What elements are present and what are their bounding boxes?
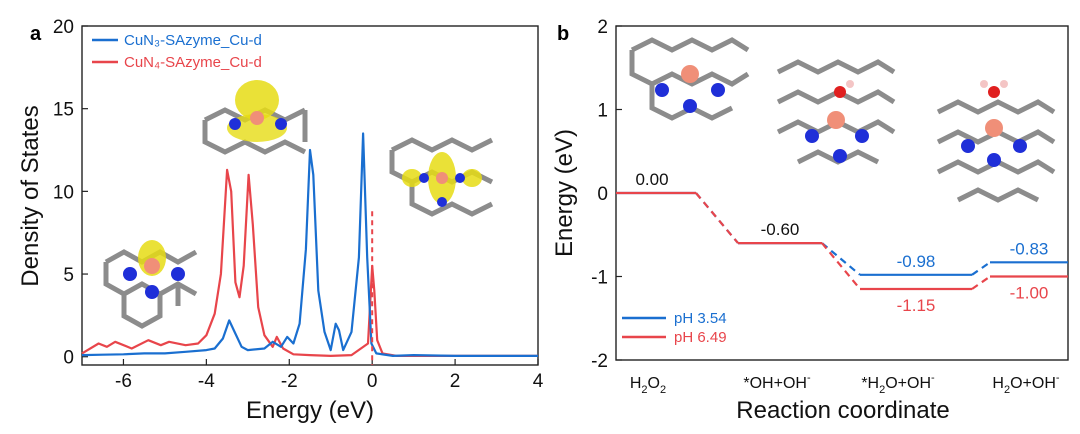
panel-a-xtick-label: -6 xyxy=(115,371,132,392)
category-label-part: - xyxy=(931,372,935,384)
inset-h2o-adsorption xyxy=(936,80,1056,203)
panel-b-ytick-label: -2 xyxy=(591,351,608,372)
level-label: -0.98 xyxy=(897,252,936,271)
energy-connector xyxy=(971,261,991,276)
inset-h2o2-adsorption xyxy=(629,37,750,121)
category-label-part: 2 xyxy=(879,384,885,396)
panel-a-xtick-label: -4 xyxy=(198,371,215,392)
level-label: 0.00 xyxy=(635,170,668,189)
category-label-part: 2 xyxy=(1004,384,1010,396)
panel-b-legend: pH 3.54 pH 6.49 xyxy=(622,310,727,346)
panel-a-legend: CuN₃-SAzyme_Cu-d CuN₄-SAzyme_Cu-d xyxy=(92,32,262,71)
inset-cun3-structure xyxy=(103,240,198,329)
category-label-part: *OH+OH xyxy=(743,375,807,392)
category-label-part: - xyxy=(1056,372,1060,384)
panel-a-ylabel: Density of States xyxy=(17,105,44,286)
category-label: *H2O+OH- xyxy=(861,372,935,396)
panel-a-plot xyxy=(81,25,539,366)
panel-a-ytick-label: 10 xyxy=(53,182,74,203)
dos-series-line xyxy=(81,168,538,357)
category-label-part: H xyxy=(630,375,642,392)
inset-cun4-structure-a xyxy=(202,80,308,155)
level-label: -1.00 xyxy=(1010,284,1049,303)
legend-label-cun3: CuN₃-SAzyme_Cu-d xyxy=(124,32,262,49)
energy-connector xyxy=(821,242,861,276)
panel-a-xtick-label: 4 xyxy=(533,371,544,392)
legend-label-cun4: CuN₄-SAzyme_Cu-d xyxy=(124,54,262,71)
category-label: H2O+OH- xyxy=(992,372,1059,396)
energy-connector xyxy=(821,242,861,290)
category-label-part: 2 xyxy=(641,384,647,396)
panel-b-ytick-label: 2 xyxy=(597,17,608,38)
category-label-part: H xyxy=(992,375,1004,392)
category-label-part: *H xyxy=(861,375,879,392)
level-label: -0.83 xyxy=(1010,239,1049,258)
panel-b-xlabel: Reaction coordinate xyxy=(736,397,949,424)
panel-b-level-labels: 0.00 -0.60 -0.98 -0.83 -1.15 -1.00 xyxy=(635,170,1048,315)
category-label: *OH+OH- xyxy=(743,372,811,392)
panel-b-ytick-label: 1 xyxy=(597,101,608,122)
panel-a-ytick-label: 20 xyxy=(53,17,74,38)
category-label-part: - xyxy=(807,372,811,384)
panel-a-ticks: -6 -4 -2 0 2 4 0 5 10 15 20 xyxy=(53,17,544,392)
level-label: -1.15 xyxy=(897,296,936,315)
panel-a-frame xyxy=(81,25,539,366)
category-label: H2O2 xyxy=(630,375,666,396)
panel-b-ytick-label: 0 xyxy=(597,184,608,205)
inset-cun4-structure-b xyxy=(389,137,494,217)
panel-b-series xyxy=(616,191,1068,291)
energy-connector xyxy=(695,192,739,244)
panel-a-label: a xyxy=(30,23,42,45)
panel-a-series xyxy=(81,132,538,357)
panel-a-ytick-label: 15 xyxy=(53,100,74,121)
panel-b-ylabel: Energy (eV) xyxy=(551,129,578,257)
panel-a-ytick-label: 0 xyxy=(63,348,74,369)
category-label-part: O xyxy=(648,375,660,392)
level-label: -0.60 xyxy=(761,220,800,239)
legend-label-ph354: pH 3.54 xyxy=(674,310,727,327)
panel-b-label: b xyxy=(557,23,569,45)
panel-b-ticks: -2 -1 0 1 2 xyxy=(591,17,622,372)
energy-connector xyxy=(971,275,991,290)
panel-a-xtick-label: 0 xyxy=(367,371,378,392)
category-label-part: O+OH xyxy=(1010,375,1056,392)
panel-b-categories: H2O2 *OH+OH- *H2O+OH- H2O+OH- xyxy=(630,372,1060,396)
panel-a-ytick-label: 5 xyxy=(63,265,74,286)
legend-label-ph649: pH 6.49 xyxy=(674,329,727,346)
panel-a-xtick-label: 2 xyxy=(450,371,461,392)
panel-a-xlabel: Energy (eV) xyxy=(246,397,374,424)
category-label-part: O+OH xyxy=(885,375,931,392)
panel-b-ytick-label: -1 xyxy=(591,268,608,289)
panel-a-xtick-label: -2 xyxy=(281,371,298,392)
category-label-part: 2 xyxy=(660,384,666,396)
inset-oh-adsorption xyxy=(776,59,896,165)
dos-series-line xyxy=(81,132,538,357)
energy-connector xyxy=(695,192,739,244)
